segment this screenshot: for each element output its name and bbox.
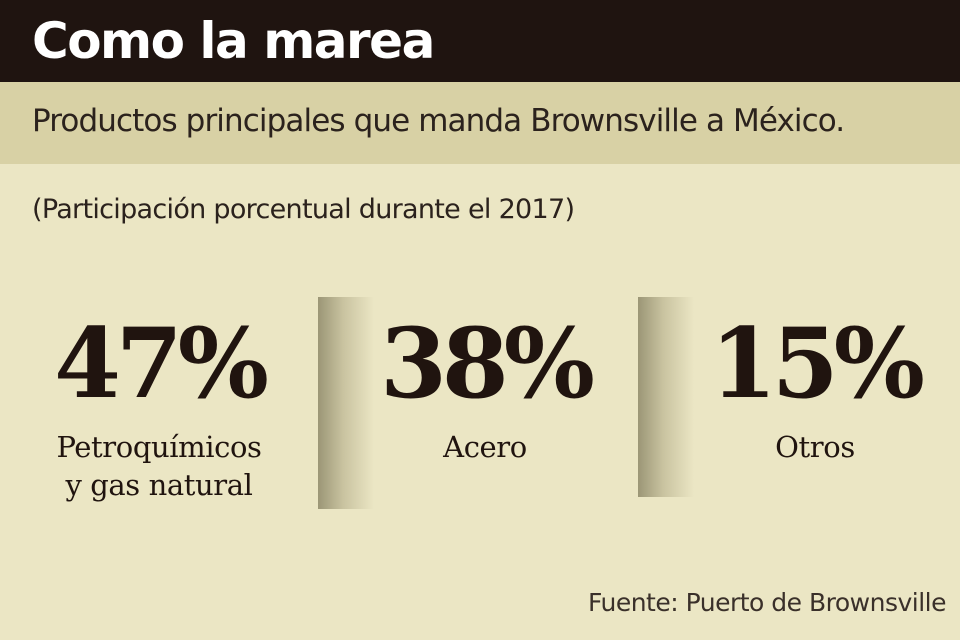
stat-label: Otros bbox=[680, 428, 950, 466]
page-title: Como la marea bbox=[32, 12, 435, 70]
stat-label-line: Otros bbox=[775, 430, 855, 464]
stat-label: Petroquímicos y gas natural bbox=[24, 428, 294, 504]
header-bar: Como la marea bbox=[0, 0, 960, 82]
stat-label-line: y gas natural bbox=[65, 468, 253, 502]
stat-acero: 38% Acero bbox=[350, 308, 620, 466]
stat-petroquimicos: 47% Petroquímicos y gas natural bbox=[24, 308, 294, 504]
stat-value: 38% bbox=[380, 307, 595, 420]
column-divider bbox=[638, 297, 694, 497]
column-divider bbox=[318, 297, 374, 509]
subtitle-band: Productos principales que manda Brownsvi… bbox=[0, 82, 960, 164]
stat-value: 15% bbox=[710, 307, 925, 420]
stat-label-line: Acero bbox=[443, 430, 527, 464]
stat-label-line: Petroquímicos bbox=[56, 430, 262, 464]
stat-label: Acero bbox=[350, 428, 620, 466]
period-note: (Participación porcentual durante el 201… bbox=[32, 194, 575, 225]
subtitle: Productos principales que manda Brownsvi… bbox=[32, 103, 845, 139]
stat-value: 47% bbox=[54, 307, 269, 420]
source-credit: Fuente: Puerto de Brownsville bbox=[587, 588, 947, 617]
stat-otros: 15% Otros bbox=[680, 308, 950, 466]
